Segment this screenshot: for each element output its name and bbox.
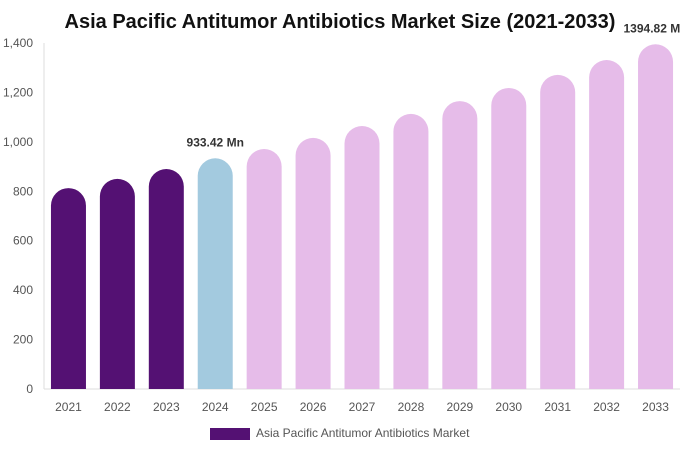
- x-tick-label: 2021: [55, 400, 82, 414]
- bar-2031: [540, 74, 576, 389]
- bar-2033: [638, 44, 674, 389]
- data-label: 933.42 Mn: [187, 135, 244, 149]
- y-tick-label: 1,000: [3, 135, 33, 149]
- legend-label: Asia Pacific Antitumor Antibiotics Marke…: [256, 426, 470, 440]
- y-tick-label: 800: [13, 184, 33, 198]
- bar-2028: [393, 113, 429, 389]
- data-label: 1394.82 Mn: [624, 21, 680, 35]
- bar-2023: [148, 169, 184, 389]
- chart-title: Asia Pacific Antitumor Antibiotics Marke…: [65, 11, 616, 33]
- bar-2030: [491, 87, 527, 389]
- x-tick-label: 2033: [642, 400, 669, 414]
- x-tick-label: 2024: [202, 400, 229, 414]
- x-tick-label: 2027: [349, 400, 376, 414]
- y-tick-label: 1,400: [3, 36, 33, 50]
- bar-2027: [344, 126, 380, 389]
- bar-2032: [589, 60, 625, 390]
- bar-2024: [197, 158, 233, 389]
- bar-2025: [246, 149, 282, 389]
- x-tick-label: 2023: [153, 400, 180, 414]
- bar-2021: [50, 188, 86, 389]
- x-tick-label: 2029: [446, 400, 473, 414]
- x-tick-label: 2025: [251, 400, 278, 414]
- x-tick-label: 2031: [544, 400, 571, 414]
- x-tick-label: 2028: [398, 400, 425, 414]
- x-tick-label: 2026: [300, 400, 327, 414]
- x-tick-label: 2032: [593, 400, 620, 414]
- x-tick-label: 2030: [495, 400, 522, 414]
- y-tick-label: 600: [13, 234, 33, 248]
- y-tick-label: 0: [26, 382, 33, 396]
- legend: Asia Pacific Antitumor Antibiotics Marke…: [210, 426, 470, 440]
- legend-swatch: [210, 428, 250, 440]
- bar-2026: [295, 137, 331, 389]
- bar-2029: [442, 101, 478, 389]
- y-tick-label: 1,200: [3, 85, 33, 99]
- y-tick-label: 400: [13, 283, 33, 297]
- x-tick-label: 2022: [104, 400, 131, 414]
- bar-2022: [99, 178, 135, 389]
- y-tick-label: 200: [13, 333, 33, 347]
